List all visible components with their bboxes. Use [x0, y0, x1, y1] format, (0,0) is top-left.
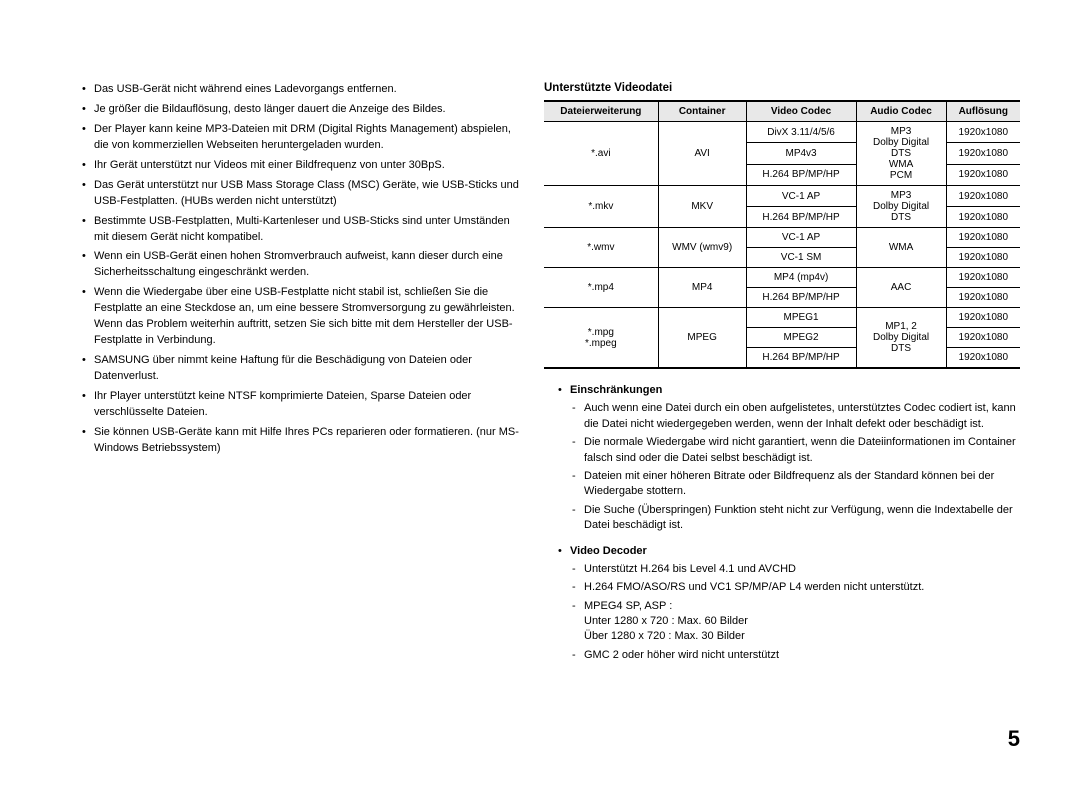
left-bullet-item: Ihr Gerät unterstützt nur Videos mit ein… [80, 158, 520, 174]
ext-cell: *.wmv [544, 228, 658, 268]
audio-codec-cell: WMA [856, 228, 946, 268]
codec-table: DateierweiterungContainerVideo CodecAudi… [544, 100, 1020, 369]
resolution-cell: 1920x1080 [946, 122, 1020, 143]
container-cell: AVI [658, 122, 746, 186]
container-cell: MKV [658, 186, 746, 228]
video-codec-cell: MP4v3 [746, 143, 856, 164]
video-codec-cell: VC-1 SM [746, 248, 856, 268]
video-codec-cell: DivX 3.11/4/5/6 [746, 122, 856, 143]
ext-cell: *.mp4 [544, 268, 658, 308]
video-codec-cell: MPEG1 [746, 308, 856, 328]
decoder-item: Unterstützt H.264 bis Level 4.1 und AVCH… [572, 562, 1020, 577]
einschr-item: Die Suche (Überspringen) Funktion steht … [572, 503, 1020, 534]
video-codec-cell: H.264 BP/MP/HP [746, 164, 856, 185]
left-bullet-item: Das Gerät unterstützt nur USB Mass Stora… [80, 178, 520, 210]
video-codec-cell: H.264 BP/MP/HP [746, 348, 856, 369]
video-codec-cell: H.264 BP/MP/HP [746, 288, 856, 308]
resolution-cell: 1920x1080 [946, 288, 1020, 308]
left-bullet-item: Sie können USB-Geräte kann mit Hilfe Ihr… [80, 425, 520, 457]
table-header: Audio Codec [856, 101, 946, 122]
table-header: Auflösung [946, 101, 1020, 122]
video-support-title: Unterstützte Videodatei [544, 82, 1020, 94]
decoder-item: MPEG4 SP, ASP :Unter 1280 x 720 : Max. 6… [572, 599, 1020, 645]
audio-codec-cell: MP1, 2Dolby DigitalDTS [856, 308, 946, 369]
einschr-item: Die normale Wiedergabe wird nicht garant… [572, 435, 1020, 466]
resolution-cell: 1920x1080 [946, 328, 1020, 348]
left-bullet-item: Je größer die Bildauflösung, desto länge… [80, 102, 520, 118]
table-header: Container [658, 101, 746, 122]
einschr-item: Dateien mit einer höheren Bitrate oder B… [572, 469, 1020, 500]
resolution-cell: 1920x1080 [946, 248, 1020, 268]
container-cell: MPEG [658, 308, 746, 369]
ext-cell: *.mkv [544, 186, 658, 228]
resolution-cell: 1920x1080 [946, 348, 1020, 369]
container-cell: MP4 [658, 268, 746, 308]
table-header: Video Codec [746, 101, 856, 122]
decoder-item: GMC 2 oder höher wird nicht unterstützt [572, 648, 1020, 663]
left-bullet-item: Bestimmte USB-Festplatten, Multi-Kartenl… [80, 214, 520, 246]
einschr-list: Auch wenn eine Datei durch ein oben aufg… [572, 401, 1020, 533]
right-column: Unterstützte Videodatei Dateierweiterung… [544, 82, 1020, 666]
audio-codec-cell: MP3Dolby DigitalDTS [856, 186, 946, 228]
resolution-cell: 1920x1080 [946, 308, 1020, 328]
page-number: 5 [1008, 726, 1020, 752]
left-bullet-item: SAMSUNG über nimmt keine Haftung für die… [80, 353, 520, 385]
decoder-heading: Video Decoder [558, 544, 1020, 559]
resolution-cell: 1920x1080 [946, 164, 1020, 185]
audio-codec-cell: MP3Dolby DigitalDTSWMAPCM [856, 122, 946, 186]
einschr-heading: Einschränkungen [558, 383, 1020, 398]
video-codec-cell: VC-1 AP [746, 186, 856, 207]
video-codec-cell: MPEG2 [746, 328, 856, 348]
left-bullet-item: Der Player kann keine MP3-Dateien mit DR… [80, 122, 520, 154]
table-header: Dateierweiterung [544, 101, 658, 122]
left-bullet-item: Wenn ein USB-Gerät einen hohen Stromverb… [80, 249, 520, 281]
einschr-item: Auch wenn eine Datei durch ein oben aufg… [572, 401, 1020, 432]
resolution-cell: 1920x1080 [946, 207, 1020, 228]
decoder-list: Unterstützt H.264 bis Level 4.1 und AVCH… [572, 562, 1020, 663]
audio-codec-cell: AAC [856, 268, 946, 308]
container-cell: WMV (wmv9) [658, 228, 746, 268]
resolution-cell: 1920x1080 [946, 228, 1020, 248]
ext-cell: *.mpg*.mpeg [544, 308, 658, 369]
ext-cell: *.avi [544, 122, 658, 186]
resolution-cell: 1920x1080 [946, 268, 1020, 288]
video-codec-cell: VC-1 AP [746, 228, 856, 248]
decoder-item: H.264 FMO/ASO/RS und VC1 SP/MP/AP L4 wer… [572, 580, 1020, 595]
left-bullet-item: Das USB-Gerät nicht während eines Ladevo… [80, 82, 520, 98]
video-codec-cell: H.264 BP/MP/HP [746, 207, 856, 228]
resolution-cell: 1920x1080 [946, 186, 1020, 207]
left-bullet-item: Ihr Player unterstützt keine NTSF kompri… [80, 389, 520, 421]
resolution-cell: 1920x1080 [946, 143, 1020, 164]
left-bullet-list: Das USB-Gerät nicht während eines Ladevo… [80, 82, 520, 457]
left-column: Das USB-Gerät nicht während eines Ladevo… [80, 82, 520, 666]
left-bullet-item: Wenn die Wiedergabe über eine USB-Festpl… [80, 285, 520, 349]
video-codec-cell: MP4 (mp4v) [746, 268, 856, 288]
